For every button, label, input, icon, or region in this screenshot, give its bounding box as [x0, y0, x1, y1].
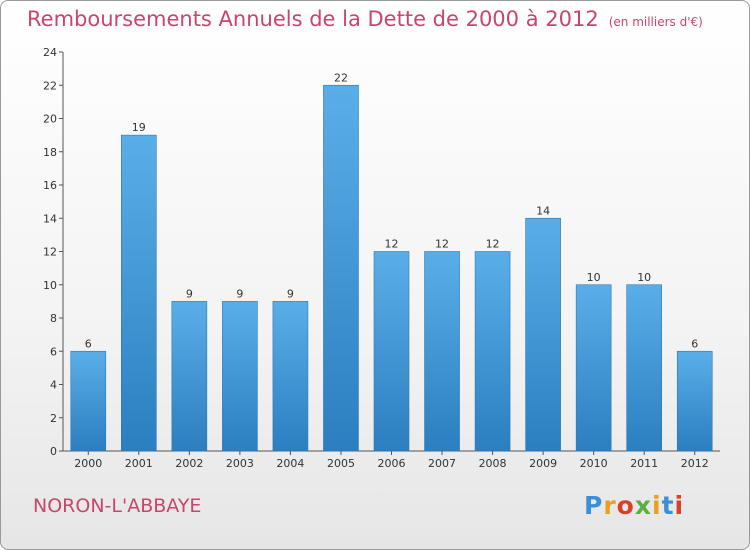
value-label-2011: 10 [637, 271, 651, 284]
y-tick-label: 4 [50, 379, 57, 392]
value-label-2007: 12 [435, 238, 449, 251]
value-label-2009: 14 [536, 204, 550, 217]
place-name: NORON-L'ABBAYE [33, 495, 202, 517]
y-tick-label: 22 [43, 79, 57, 92]
value-label-2012: 6 [691, 337, 698, 350]
value-label-2008: 12 [486, 238, 500, 251]
x-tick-label-2004: 2004 [276, 457, 304, 470]
chart-bars [70, 84, 713, 452]
x-tick-label-2002: 2002 [175, 457, 203, 470]
x-tick-label-2007: 2007 [428, 457, 456, 470]
x-tick-label-2008: 2008 [479, 457, 507, 470]
bar-2010 [575, 284, 612, 452]
bar-2003 [222, 301, 258, 452]
value-label-2006: 12 [385, 238, 399, 251]
value-label-2001: 19 [132, 121, 146, 134]
value-label-2002: 9 [186, 287, 193, 300]
y-tick-label: 2 [50, 412, 57, 425]
bar-2004 [272, 301, 309, 452]
y-tick-label: 8 [50, 312, 57, 325]
x-tick-label-2006: 2006 [378, 457, 406, 470]
bar-2000 [70, 350, 107, 452]
y-tick-label: 6 [50, 345, 57, 358]
bar-2007 [424, 251, 460, 452]
bar-2006 [373, 251, 410, 452]
value-label-2000: 6 [85, 337, 92, 350]
chart-title: Remboursements Annuels de la Dette de 20… [27, 7, 703, 31]
x-tick-label-2001: 2001 [125, 457, 153, 470]
bar-2005 [323, 84, 359, 452]
bar-2001 [121, 134, 157, 452]
y-tick-label: 12 [43, 246, 57, 259]
bar-2012 [676, 350, 713, 452]
x-tick-label-2003: 2003 [226, 457, 254, 470]
x-tick-label-2011: 2011 [630, 457, 658, 470]
x-tick-label-2012: 2012 [681, 457, 709, 470]
y-tick-label: 16 [43, 179, 57, 192]
y-tick-label: 18 [43, 146, 57, 159]
x-tick-label-2005: 2005 [327, 457, 355, 470]
y-tick-label: 24 [43, 46, 57, 59]
y-tick-label: 0 [50, 445, 57, 458]
x-tick-label-2000: 2000 [74, 457, 102, 470]
bar-2011 [626, 284, 662, 452]
y-tick-label: 20 [43, 113, 57, 126]
bar-2002 [171, 301, 208, 452]
chart-title-text: Remboursements Annuels de la Dette de 20… [27, 7, 599, 31]
x-tick-label-2010: 2010 [580, 457, 608, 470]
y-tick-label: 14 [43, 212, 57, 225]
value-label-2003: 9 [236, 287, 243, 300]
proxiti-logo: Proxiti [584, 491, 685, 520]
chart-labels: 6 2000 19 2001 9 2002 9 2003 9 2004 22 2005 12 2006 12… [74, 71, 708, 470]
value-label-2005: 22 [334, 71, 348, 84]
bar-2009 [525, 217, 561, 452]
chart-unit: (en milliers d'€) [608, 15, 703, 29]
value-label-2010: 10 [587, 271, 601, 284]
y-tick-label: 10 [43, 279, 57, 292]
bar-2008 [474, 251, 511, 452]
value-label-2004: 9 [287, 287, 294, 300]
x-tick-label-2009: 2009 [529, 457, 557, 470]
